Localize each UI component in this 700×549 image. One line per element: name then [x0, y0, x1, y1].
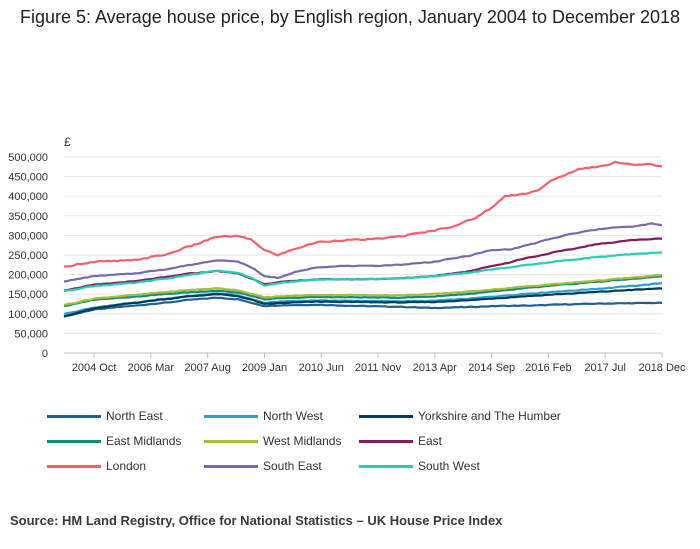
- legend-swatch: [359, 439, 413, 443]
- legend-label: Yorkshire and The Humber: [418, 409, 561, 423]
- y-axis-label: £: [64, 135, 71, 149]
- x-tick-label: 2017 Jul: [584, 362, 626, 374]
- y-tick-label: 150,000: [8, 289, 48, 301]
- series-line-north-east[interactable]: [63, 296, 663, 318]
- legend-item[interactable]: Yorkshire and The Humber: [359, 408, 561, 424]
- legend-item[interactable]: North West: [204, 408, 323, 424]
- legend-swatch: [359, 464, 413, 468]
- legend-label: North West: [263, 409, 323, 423]
- legend-item[interactable]: East: [359, 433, 442, 449]
- series-line-london[interactable]: [63, 160, 663, 268]
- legend-label: London: [106, 459, 147, 473]
- series-lines: [63, 160, 663, 318]
- legend-label: North East: [106, 409, 163, 423]
- legend-swatch: [47, 439, 101, 443]
- x-tick-label: 2018 Dec: [638, 362, 686, 374]
- legend-swatch: [204, 439, 258, 443]
- legend-item[interactable]: North East: [47, 408, 163, 424]
- legend-label: East Midlands: [106, 434, 182, 448]
- chart-title: Figure 5: Average house price, by Englis…: [19, 7, 681, 27]
- series-line-south-west[interactable]: [63, 251, 663, 293]
- legend-swatch: [204, 414, 258, 418]
- x-tick-label: 2007 Aug: [184, 362, 231, 374]
- x-tick-label: 2011 Nov: [355, 362, 402, 374]
- y-tick-label: 100,000: [8, 309, 48, 321]
- x-tick-label: 2013 Apr: [413, 362, 457, 374]
- x-tick-label: 2014 Sep: [468, 362, 515, 374]
- legend-item[interactable]: South West: [359, 458, 480, 474]
- y-tick-label: 50,000: [14, 328, 48, 340]
- series-line-west-midlands[interactable]: [63, 274, 662, 307]
- legend-swatch: [47, 414, 101, 418]
- legend-label: South West: [418, 459, 480, 473]
- x-tick-label: 2004 Oct: [72, 362, 117, 374]
- x-tick-label: 2006 Mar: [128, 362, 175, 374]
- y-axis: 0 50,000 100,000 150,000 200,000 250,000 300,0…: [8, 152, 48, 360]
- legend-item[interactable]: South East: [204, 458, 322, 474]
- chart-svg: 0 50,000 100,000 150,000 200,000 250,000 300,0…: [8, 135, 686, 374]
- legend-item[interactable]: London: [47, 458, 146, 474]
- legend-label: South East: [263, 459, 322, 473]
- y-tick-label: 400,000: [8, 191, 48, 203]
- legend-item[interactable]: East Midlands: [47, 433, 181, 449]
- series-line-south-east[interactable]: [63, 222, 663, 283]
- grid-lines: [64, 156, 662, 354]
- legend-swatch: [47, 464, 101, 468]
- source-note: Source: HM Land Registry, Office for Nat…: [10, 513, 503, 528]
- series-line-north-west[interactable]: [63, 282, 663, 316]
- legend-item[interactable]: West Midlands: [204, 433, 341, 449]
- y-tick-label: 200,000: [8, 270, 48, 282]
- legend-swatch: [204, 464, 258, 468]
- x-tick-label: 2010 Jun: [299, 362, 344, 374]
- legend-swatch: [359, 414, 413, 418]
- y-tick-label: 350,000: [8, 211, 48, 223]
- legend-label: East: [418, 434, 443, 448]
- y-tick-label: 450,000: [8, 172, 48, 184]
- legend-label: West Midlands: [263, 434, 342, 448]
- x-axis: 2004 Oct 2006 Mar 2007 Aug 2009 Jan 2010 Jun…: [72, 353, 686, 374]
- y-tick-label: 250,000: [8, 250, 48, 262]
- y-tick-label: 500,000: [8, 152, 48, 164]
- y-tick-label: 0: [42, 348, 48, 360]
- x-tick-label: 2009 Jan: [242, 362, 287, 374]
- y-tick-label: 300,000: [8, 230, 48, 242]
- series-line-yorkshire-and-the-humber[interactable]: [63, 287, 663, 318]
- x-tick-label: 2016 Feb: [525, 362, 571, 374]
